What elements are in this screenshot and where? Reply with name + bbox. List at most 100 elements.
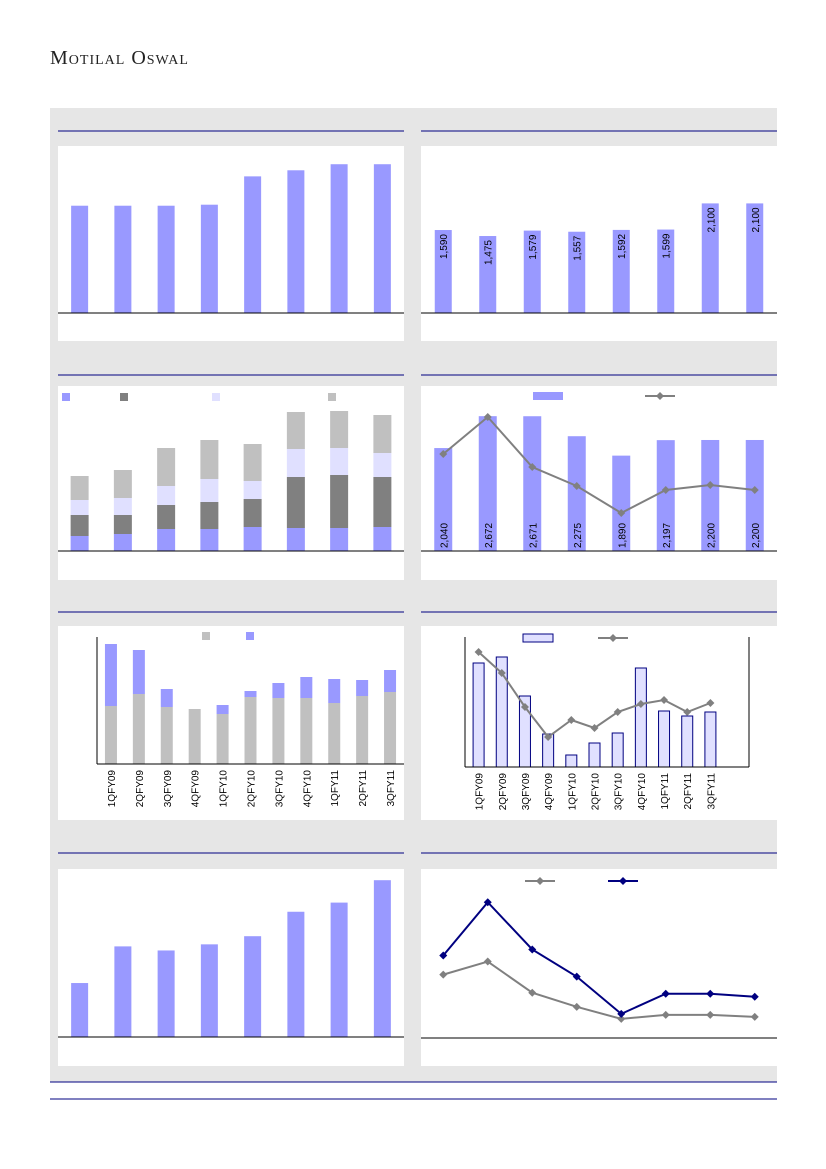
bar: [479, 236, 497, 313]
bar: [286, 449, 305, 477]
bar: [478, 416, 497, 551]
marker: [636, 700, 645, 708]
line: [442, 960, 755, 1020]
legend-swatch: [62, 393, 70, 401]
bar: [373, 415, 392, 453]
bar: [157, 205, 175, 313]
bar: [113, 515, 132, 534]
bar: [200, 944, 218, 1037]
data-label: 1,475: [484, 240, 495, 265]
data-label: 1,599: [662, 233, 673, 258]
bar: [373, 477, 392, 527]
bar: [114, 946, 132, 1037]
x-tick-label: 1QFY09: [107, 770, 118, 808]
marker: [661, 1010, 670, 1019]
bar: [104, 706, 117, 764]
bar: [70, 476, 89, 500]
bar: [657, 229, 675, 313]
bar: [373, 527, 392, 551]
bar: [70, 515, 89, 536]
legend-swatch: [212, 393, 220, 401]
bar: [244, 176, 262, 313]
bar: [565, 754, 578, 768]
x-tick-label: 3QFY11: [386, 770, 397, 807]
bar: [70, 536, 89, 551]
bar: [434, 448, 453, 551]
bar: [588, 742, 601, 768]
legend-swatch: [246, 632, 254, 640]
marker: [483, 413, 492, 421]
x-tick-label: 2QFY09: [135, 770, 146, 808]
bar: [330, 475, 349, 528]
bar: [157, 486, 176, 505]
bar: [243, 499, 262, 527]
bar: [611, 732, 624, 768]
data-label: 2,100: [706, 207, 717, 232]
marker: [617, 1009, 626, 1018]
marker: [750, 486, 759, 494]
bar: [356, 696, 369, 764]
bar: [160, 689, 173, 707]
bar: [330, 448, 349, 475]
marker: [528, 463, 537, 471]
x-tick-label: 3QFY09: [521, 773, 532, 811]
bar: [244, 697, 257, 764]
bar: [328, 679, 341, 703]
legend-swatch: [533, 392, 563, 400]
marker: [572, 1002, 581, 1011]
marker: [572, 482, 581, 490]
bar: [243, 527, 262, 551]
bar: [523, 230, 541, 313]
x-tick-label: 3QFY11: [706, 773, 717, 810]
x-tick-label: 2QFY10: [247, 770, 258, 808]
marker: [661, 486, 670, 494]
x-tick-label: 3QFY10: [614, 773, 625, 811]
bar: [160, 707, 173, 764]
bar: [70, 500, 89, 515]
bar: [244, 691, 257, 697]
bar: [216, 714, 229, 764]
marker: [528, 988, 537, 997]
bar: [373, 453, 392, 477]
marker: [661, 989, 670, 998]
bar: [243, 444, 262, 481]
x-tick-label: 2QFY11: [358, 770, 369, 807]
bar: [286, 528, 305, 551]
chart-box: [58, 146, 404, 341]
bar: [356, 680, 369, 696]
chart-box: [421, 869, 777, 1066]
x-tick-label: 1QFY09: [475, 773, 486, 811]
bar: [612, 455, 631, 551]
bar: [567, 436, 586, 551]
marker: [483, 957, 492, 966]
chart-box: [421, 146, 777, 341]
line: [442, 415, 755, 515]
bar: [656, 440, 675, 551]
marker: [544, 733, 553, 741]
x-tick-label: 2QFY09: [498, 773, 509, 811]
legend-marker: [656, 392, 664, 400]
line: [442, 900, 755, 1016]
x-tick-label: 3QFY09: [163, 770, 174, 808]
legend-swatch: [202, 632, 210, 640]
x-tick-label: 4QFY10: [302, 770, 313, 808]
marker: [617, 509, 626, 517]
marker: [750, 992, 759, 1001]
chart-box: [58, 869, 404, 1066]
data-label: 1,590: [439, 234, 450, 259]
bar: [658, 710, 671, 768]
x-tick-label: 2QFY11: [683, 773, 694, 810]
x-tick-label: 4QFY10: [637, 773, 648, 811]
marker: [572, 972, 581, 981]
bar: [373, 164, 391, 313]
bar: [330, 528, 349, 551]
bar: [373, 880, 391, 1037]
bar: [272, 683, 285, 698]
bar: [300, 677, 313, 698]
data-label: 1,592: [617, 233, 628, 258]
bar: [612, 229, 630, 313]
bar: [472, 662, 485, 768]
legend-swatch: [328, 393, 336, 401]
bar: [157, 529, 176, 551]
bar: [216, 705, 229, 714]
